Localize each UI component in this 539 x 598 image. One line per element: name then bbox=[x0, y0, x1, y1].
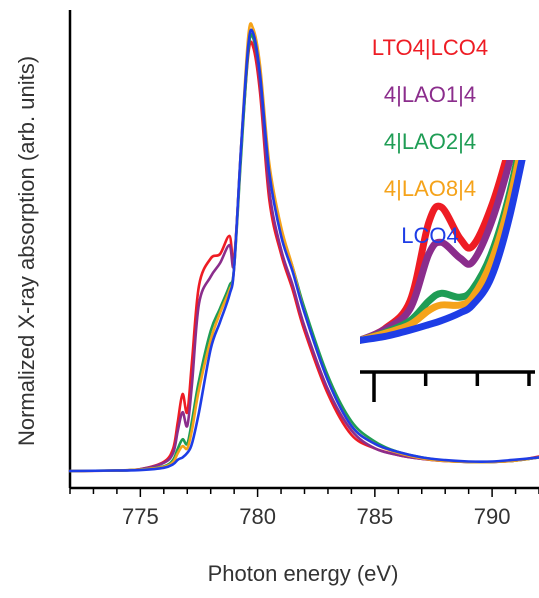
series-line-4 bbox=[68, 28, 539, 473]
inset bbox=[358, 156, 539, 406]
x-tick-label: 790 bbox=[474, 504, 511, 529]
inset-series-line-4 bbox=[360, 160, 526, 344]
inset-series-line-1 bbox=[360, 160, 514, 344]
legend-entry-4: LCO4 bbox=[401, 223, 458, 248]
inset-series-line-3 bbox=[360, 160, 523, 344]
series-group bbox=[68, 22, 539, 473]
y-axis-label: Normalized X-ray absorption (arb. units) bbox=[14, 56, 39, 446]
inset-series-group bbox=[360, 160, 526, 344]
x-tick-label: 780 bbox=[239, 504, 276, 529]
legend-entry-2: 4|LAO2|4 bbox=[384, 129, 476, 154]
x-axis-label: Photon energy (eV) bbox=[208, 561, 399, 586]
legend-entry-0: LTO4|LCO4 bbox=[372, 35, 488, 60]
legend: LTO4|LCO4 4|LAO1|4 4|LAO2|4 4|LAO8|4 LCO4 bbox=[372, 35, 488, 248]
x-ticks: 775 780 785 790 bbox=[69, 488, 539, 529]
legend-entry-3: 4|LAO8|4 bbox=[384, 176, 476, 201]
x-tick-label: 775 bbox=[122, 504, 159, 529]
legend-entry-1: 4|LAO1|4 bbox=[384, 82, 476, 107]
x-tick-label: 785 bbox=[356, 504, 393, 529]
